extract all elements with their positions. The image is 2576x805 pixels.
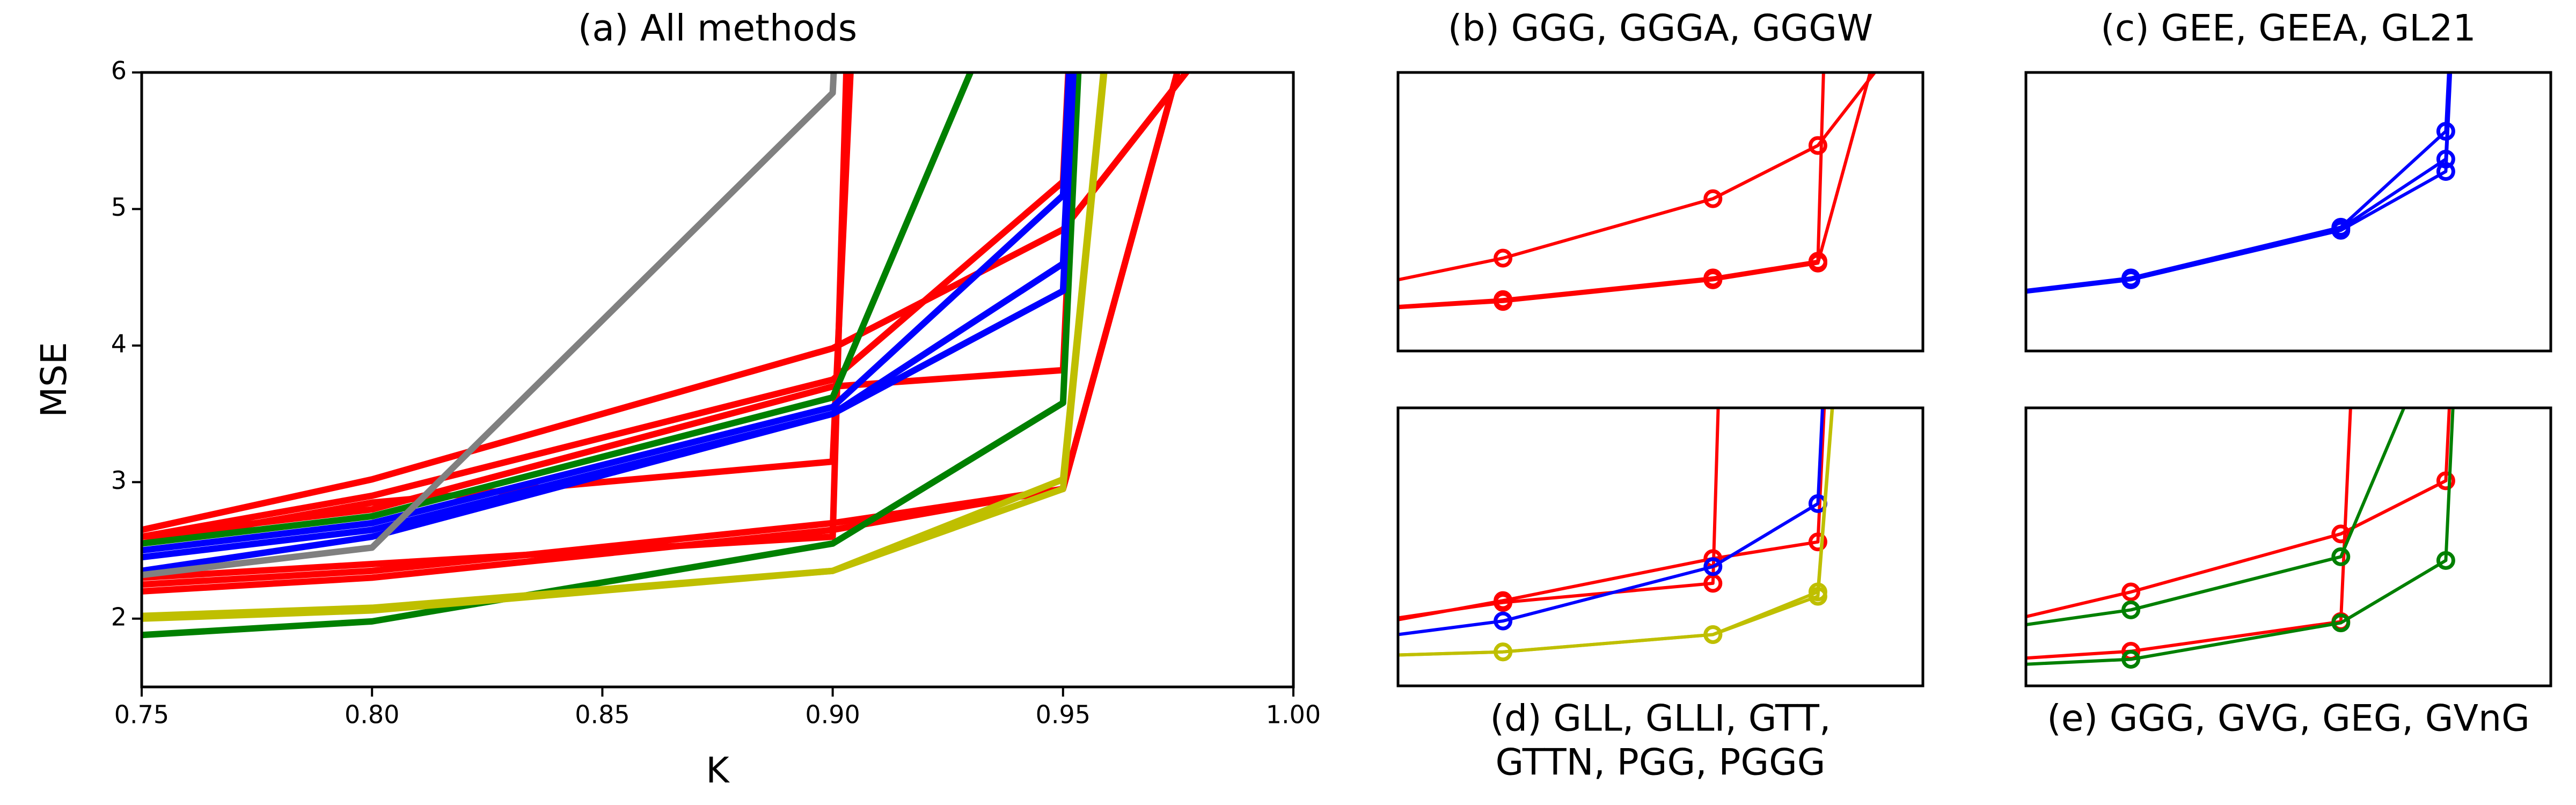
plot-area [1398, 72, 1877, 311]
plot-area [2026, 72, 2455, 294]
series-line [1398, 72, 1872, 310]
point-marker [1703, 189, 1723, 208]
series-line [1398, 408, 1826, 621]
x-tick-label: 1.00 [1266, 700, 1321, 729]
point-marker [1703, 625, 1723, 644]
point-marker [2331, 613, 2351, 633]
series-line [2026, 408, 2352, 660]
plot-area [142, 72, 1190, 639]
series-line [1398, 408, 1834, 657]
x-tick-label: 0.95 [1036, 700, 1091, 729]
series-line [1398, 408, 1720, 620]
y-tick-label: 2 [111, 602, 127, 631]
series-line [142, 72, 1080, 540]
panel-title: (a) All methods [578, 8, 857, 50]
series-line [142, 72, 974, 547]
point-marker [1808, 532, 1827, 552]
series-line [142, 72, 1181, 588]
panel-title: GTTN, PGG, PGGG [1496, 742, 1826, 784]
series-line [142, 72, 1072, 554]
series-line [142, 72, 837, 579]
point-marker [2331, 221, 2351, 240]
point-marker [2436, 471, 2455, 491]
x-tick-label: 0.90 [805, 700, 860, 729]
x-axis-label: K [706, 750, 730, 791]
point-marker [1808, 252, 1827, 271]
point-marker [2331, 524, 2351, 544]
axes-frame [1396, 71, 1924, 353]
point-marker [1494, 611, 1513, 631]
panel-title: (d) GLL, GLLI, GTT, [1490, 698, 1831, 740]
series-line [142, 72, 1075, 561]
plot-area [2026, 302, 2455, 669]
axes-frame [140, 71, 1295, 689]
point-marker [2436, 162, 2455, 181]
series-line [142, 72, 1181, 595]
point-marker [1808, 587, 1827, 606]
x-tick-label: 0.85 [575, 700, 630, 729]
x-tick-label: 0.75 [114, 700, 169, 729]
axes-frame [1396, 406, 1924, 687]
series-line [1398, 408, 1834, 657]
point-marker [2121, 270, 2141, 289]
series-line [142, 72, 850, 581]
series-line [2026, 408, 2406, 627]
point-marker [2121, 600, 2141, 619]
axes-frame [2024, 406, 2552, 687]
plot-area [1398, 408, 1834, 662]
point-marker [2121, 650, 2141, 669]
point-marker [1494, 642, 1513, 662]
y-tick-label: 4 [111, 329, 127, 358]
series-line [1398, 72, 1877, 282]
y-tick-label: 5 [111, 193, 127, 222]
panel-title: (b) GGG, GGGA, GGGW [1448, 8, 1873, 50]
series-line [2026, 408, 2451, 619]
series-line [142, 72, 1108, 622]
series-line [1398, 408, 1824, 636]
panel-title: (c) GEE, GEEA, GL21 [2101, 8, 2476, 50]
series-line [2026, 408, 2455, 666]
series-line [142, 72, 1082, 639]
series-line [142, 72, 1190, 533]
point-marker [1703, 557, 1723, 576]
point-marker [2331, 547, 2351, 566]
point-marker [1703, 268, 1723, 288]
point-marker [2436, 551, 2455, 570]
series-line [2026, 72, 2453, 294]
y-tick-label: 6 [111, 56, 127, 85]
point-marker [1494, 593, 1513, 612]
series-line [1398, 72, 1825, 308]
y-tick-label: 3 [111, 466, 127, 495]
point-marker [2121, 582, 2141, 602]
point-marker [2438, 302, 2453, 317]
point-marker [1494, 290, 1513, 309]
series-line [142, 72, 1072, 540]
x-tick-label: 0.80 [345, 700, 399, 729]
axes-frame [2024, 71, 2552, 353]
panel-title: (e) GGG, GVG, GEG, GVnG [2047, 698, 2530, 740]
point-marker [1494, 248, 1513, 268]
point-marker [1808, 136, 1827, 155]
y-axis-label: MSE [33, 342, 75, 418]
